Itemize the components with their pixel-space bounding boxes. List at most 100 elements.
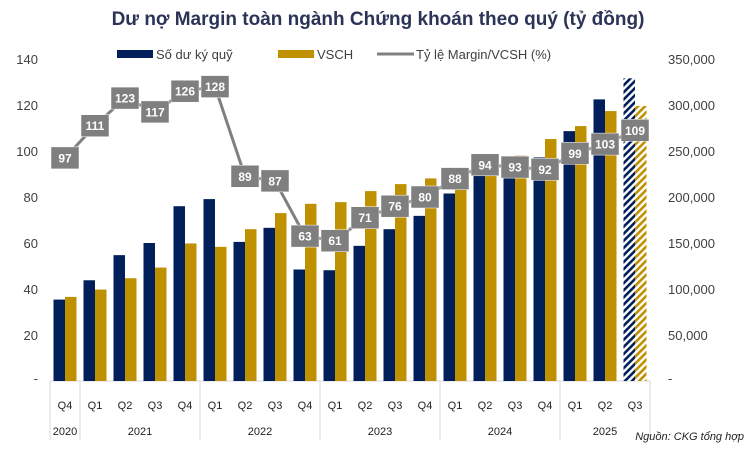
- ratio-data-label: 94: [470, 153, 500, 177]
- ratio-data-label: 61: [320, 229, 350, 252]
- ratio-data-label: 111: [80, 114, 110, 137]
- year-label: 2020: [53, 426, 77, 438]
- ratio-label-box: [590, 132, 620, 156]
- bar-vsch: [635, 106, 647, 382]
- quarter-label: Q3: [148, 400, 163, 412]
- quarter-label: Q1: [448, 400, 463, 412]
- ratio-label-text: 128: [205, 80, 225, 94]
- bar-margin-balance: [533, 157, 545, 381]
- ratio-label-text: 126: [175, 85, 195, 99]
- year-label: 2021: [128, 426, 152, 438]
- ratio-data-label: 128: [200, 75, 230, 98]
- quarter-label: Q3: [388, 400, 403, 412]
- legend-label-margin: Số dư ký quỹ: [156, 47, 233, 62]
- bar-margin-balance: [83, 280, 95, 381]
- legend-swatch-vsch: [278, 50, 314, 58]
- quarter-label: Q1: [208, 400, 223, 412]
- bar-margin-balance: [263, 227, 275, 381]
- ratio-data-label: 123: [110, 86, 140, 110]
- ratio-label-box: [140, 100, 170, 124]
- quarter-label: Q2: [358, 400, 373, 412]
- ratio-label-text: 109: [625, 124, 645, 138]
- ratio-data-label: 126: [170, 79, 200, 103]
- ratio-data-label: 80: [410, 185, 440, 209]
- ratio-label-box: [440, 167, 470, 190]
- bar-vsch: [455, 168, 467, 381]
- bar-vsch: [245, 229, 257, 381]
- ratio-label-text: 92: [538, 163, 552, 177]
- ratio-label-text: 117: [145, 105, 165, 119]
- quarter-label: Q3: [508, 400, 523, 412]
- ratio-label-box: [560, 142, 590, 165]
- ratio-label-text: 87: [268, 174, 282, 188]
- ratio-data-label: 97: [50, 146, 80, 170]
- ratio-label-box: [230, 165, 260, 188]
- bar-vsch: [275, 213, 287, 381]
- bar-margin-balance: [113, 255, 125, 381]
- right-axis-tick: 150,000: [668, 236, 715, 251]
- bar-vsch: [215, 246, 227, 381]
- bar-margin-balance: [173, 206, 185, 381]
- bar-margin-balance: [443, 193, 455, 381]
- ratio-label-box: [350, 206, 380, 229]
- year-label: 2022: [248, 426, 272, 438]
- ratio-label-box: [620, 119, 650, 142]
- ratio-data-label: 89: [230, 165, 260, 188]
- quarter-label: Q3: [268, 400, 283, 412]
- left-axis-tick: 20: [24, 328, 38, 343]
- ratio-label-text: 61: [328, 234, 342, 248]
- ratio-label-text: 76: [388, 200, 402, 214]
- ratio-label-text: 63: [298, 230, 312, 244]
- ratio-label-box: [260, 169, 290, 193]
- bar-vsch: [575, 126, 587, 382]
- quarter-label: Q4: [418, 400, 433, 412]
- bar-vsch: [485, 157, 497, 381]
- bar-vsch: [95, 289, 107, 381]
- ratio-label-box: [200, 75, 230, 98]
- left-axis-tick: 40: [24, 282, 38, 297]
- bar-margin-balance: [563, 131, 575, 381]
- bar-vsch: [305, 203, 317, 381]
- bar-margin-balance: [203, 199, 215, 381]
- bar-margin-balance: [233, 241, 245, 381]
- year-label: 2023: [368, 426, 392, 438]
- left-axis-tick: 100: [16, 144, 38, 159]
- ratio-label-text: 97: [58, 151, 72, 165]
- bar-margin-balance: [593, 99, 605, 381]
- bar-vsch: [155, 267, 167, 381]
- ratio-label-box: [80, 114, 110, 137]
- bar-margin-balance: [623, 78, 635, 381]
- quarter-label: Q2: [478, 400, 493, 412]
- left-axis-tick: 80: [24, 190, 38, 205]
- bar-margin-balance: [473, 171, 485, 381]
- legend: Số dư ký quỹ VSCH Tỷ lệ Margin/VCSH (%): [117, 47, 551, 62]
- ratio-data-label: 103: [590, 132, 620, 156]
- quarter-label: Q4: [298, 400, 313, 412]
- right-axis-tick: 250,000: [668, 144, 715, 159]
- ratio-data-label: 93: [500, 155, 530, 179]
- bar-margin-balance: [143, 243, 155, 381]
- ratio-label-text: 123: [115, 92, 135, 106]
- ratio-data-label: 87: [260, 169, 290, 193]
- bar-margin-balance: [293, 269, 305, 381]
- bar-margin-balance: [383, 229, 395, 381]
- ratio-label-text: 103: [595, 138, 615, 152]
- bar-margin-balance: [413, 215, 425, 381]
- ratio-label-box: [320, 229, 350, 252]
- bar-vsch: [365, 191, 377, 381]
- ratio-label-text: 88: [448, 172, 462, 186]
- ratio-data-label: 88: [440, 167, 470, 190]
- quarter-label: Q2: [598, 400, 613, 412]
- ratio-label-box: [380, 194, 410, 218]
- bar-vsch: [515, 155, 527, 381]
- quarter-label: Q4: [58, 400, 73, 412]
- bar-vsch: [125, 278, 137, 381]
- ratio-data-label: 99: [560, 142, 590, 165]
- ratio-data-label: 117: [140, 100, 170, 124]
- quarter-label: Q2: [238, 400, 253, 412]
- quarter-label: Q4: [178, 400, 193, 412]
- ratio-data-label: 92: [530, 158, 560, 181]
- ratio-data-label: 109: [620, 119, 650, 142]
- legend-swatch-margin: [117, 50, 153, 58]
